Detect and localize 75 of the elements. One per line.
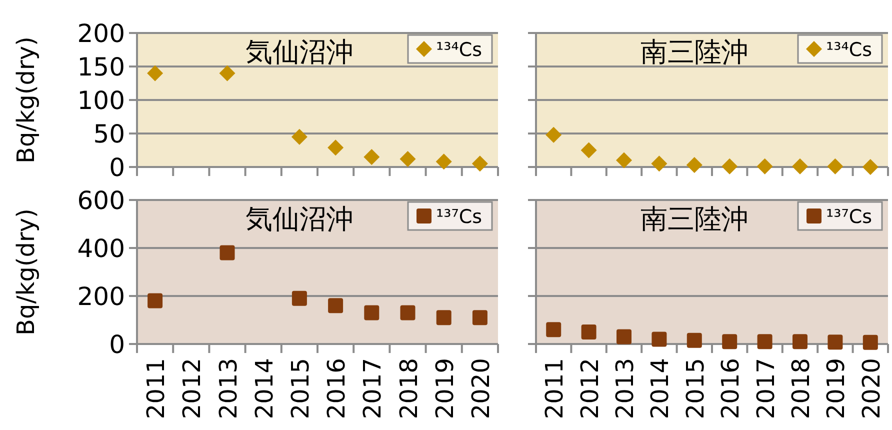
x-tick-label: 2018: [394, 358, 423, 420]
point: [364, 148, 380, 165]
point: [147, 65, 164, 82]
y-axis-title: Bq/kg(dry): [12, 36, 40, 164]
point: [828, 334, 843, 350]
y-tick-label: 200: [77, 19, 125, 48]
x-tick-label: 2012: [576, 358, 604, 420]
point: [580, 142, 597, 158]
point: [827, 158, 844, 174]
x-tick-label: 2014: [646, 358, 674, 420]
y-tick-label: 0: [109, 153, 125, 182]
x-tick-label: 2018: [787, 358, 815, 420]
x-tick-label: 2013: [214, 358, 242, 420]
x-tick-label: 2011: [540, 358, 569, 420]
x-tick-label: 2015: [286, 358, 314, 420]
y-tick-label: 0: [109, 330, 125, 359]
x-tick-label: 2012: [178, 358, 206, 420]
chart-title: 南三陸沖: [640, 37, 748, 68]
point: [792, 158, 808, 174]
y-axis-title: Bq/kg(dry): [12, 208, 40, 336]
point: [472, 156, 488, 172]
point: [652, 332, 667, 347]
x-tick-label: 2019: [430, 358, 459, 420]
point: [757, 334, 772, 350]
chart-title: 気仙沼沖: [245, 204, 354, 235]
point: [546, 322, 562, 338]
y-tick-label: 100: [77, 86, 125, 115]
x-tick-label: 2017: [358, 358, 387, 420]
point: [792, 334, 808, 350]
x-tick-label: 2016: [716, 358, 745, 420]
y-tick-label: 150: [77, 52, 125, 82]
point: [328, 140, 344, 156]
point: [756, 158, 773, 174]
chart-title: 南三陸沖: [640, 204, 748, 235]
point: [292, 290, 307, 306]
x-tick-label: 2011: [142, 358, 170, 420]
point: [651, 156, 668, 172]
y-tick-label: 50: [93, 120, 125, 148]
point: [400, 305, 416, 320]
point: [472, 310, 488, 326]
point: [686, 156, 702, 173]
point: [328, 298, 344, 314]
point: [400, 150, 416, 167]
y-tick-label: 400: [77, 234, 125, 263]
point: [219, 65, 236, 82]
point: [436, 310, 452, 326]
point: [581, 324, 596, 340]
point: [291, 128, 308, 145]
point: [546, 126, 562, 143]
legend-label: ¹³⁴Cs: [436, 39, 482, 61]
point: [616, 152, 632, 168]
legend-label: ¹³⁷Cs: [826, 206, 872, 228]
point: [220, 245, 235, 260]
point: [364, 305, 380, 320]
point: [616, 329, 632, 344]
x-tick-label: 2020: [466, 358, 495, 420]
x-tick-label: 2014: [250, 358, 278, 420]
point: [722, 334, 738, 350]
point: [148, 293, 163, 308]
x-tick-label: 2020: [857, 358, 886, 420]
x-tick-label: 2017: [752, 358, 780, 420]
point: [862, 334, 878, 350]
chart-title: 気仙沼沖: [245, 37, 354, 68]
legend-label: ¹³⁴Cs: [826, 39, 872, 61]
legend-label: ¹³⁷Cs: [436, 206, 482, 228]
x-tick-label: 2013: [611, 358, 639, 420]
point: [436, 154, 452, 170]
y-tick-label: 200: [77, 282, 125, 311]
x-tick-label: 2015: [681, 358, 710, 420]
point: [686, 332, 702, 348]
point: [862, 159, 878, 175]
x-tick-label: 2016: [322, 358, 351, 420]
x-tick-label: 2019: [822, 358, 850, 420]
y-tick-label: 600: [77, 186, 125, 215]
point: [722, 158, 738, 174]
